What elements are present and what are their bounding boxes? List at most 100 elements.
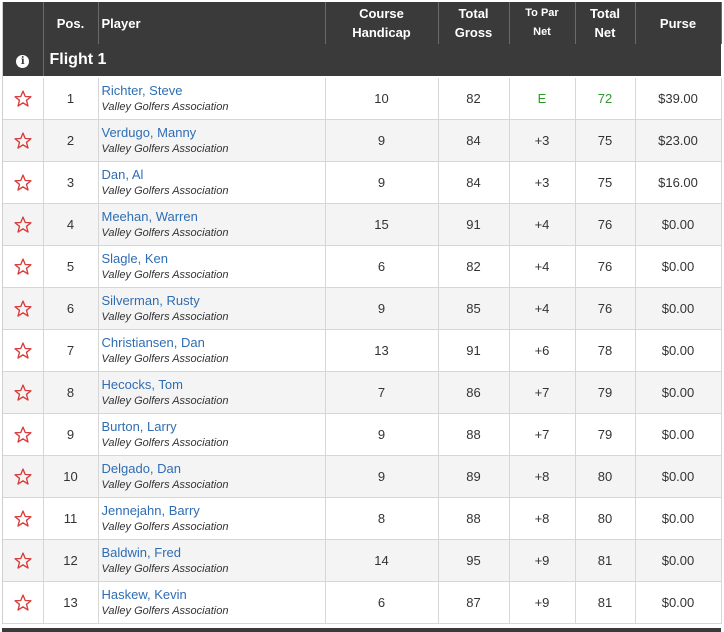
star-icon[interactable] [13, 89, 33, 109]
player-cell: Baldwin, Fred Valley Golfers Association [98, 539, 326, 582]
to-par-net-column-header[interactable]: To Par Net [509, 2, 576, 44]
total-gross-cell: 86 [438, 371, 510, 414]
total-net-column-header[interactable]: Total Net [575, 2, 636, 44]
player-name-link[interactable]: Baldwin, Fred [101, 544, 181, 560]
position-cell: 6 [43, 287, 99, 330]
header-line: Handicap [352, 25, 411, 40]
position-cell: 1 [43, 77, 99, 120]
total-gross-cell: 88 [438, 497, 510, 540]
info-icon[interactable]: i [16, 55, 30, 68]
table-footer-bar [2, 628, 721, 632]
player-name-link[interactable]: Haskew, Kevin [101, 586, 187, 602]
favorite-cell[interactable] [3, 161, 44, 204]
total-gross-cell: 91 [438, 329, 510, 372]
star-icon[interactable] [13, 593, 33, 613]
player-name-link[interactable]: Slagle, Ken [101, 250, 169, 266]
player-name-link[interactable]: Dan, Al [101, 166, 144, 182]
course-handicap-cell: 7 [325, 371, 439, 414]
to-par-net-cell: +7 [509, 413, 576, 456]
favorite-cell[interactable] [3, 203, 44, 246]
position-cell: 9 [43, 413, 99, 456]
pos-column-header[interactable]: Pos. [43, 2, 99, 44]
course-handicap-cell: 15 [325, 203, 439, 246]
course-handicap-cell: 8 [325, 497, 439, 540]
player-column-header[interactable]: Player [98, 2, 326, 44]
purse-column-header[interactable]: Purse [635, 2, 722, 44]
player-name-link[interactable]: Jennejahn, Barry [101, 502, 200, 518]
player-club: Valley Golfers Association [101, 520, 229, 533]
player-cell: Haskew, Kevin Valley Golfers Association [98, 581, 326, 624]
purse-cell: $0.00 [635, 329, 722, 372]
star-icon[interactable] [13, 341, 33, 361]
player-cell: Dan, Al Valley Golfers Association [98, 161, 326, 204]
star-icon[interactable] [13, 299, 33, 319]
star-icon[interactable] [13, 551, 33, 571]
purse-cell: $0.00 [635, 245, 722, 288]
to-par-net-cell: +9 [509, 581, 576, 624]
star-icon[interactable] [13, 131, 33, 151]
to-par-net-cell: +4 [509, 245, 576, 288]
player-name-link[interactable]: Delgado, Dan [101, 460, 182, 476]
table-row: 5 Slagle, Ken Valley Golfers Association… [3, 245, 722, 288]
star-icon[interactable] [13, 173, 33, 193]
purse-cell: $0.00 [635, 371, 722, 414]
player-name-link[interactable]: Verdugo, Manny [101, 124, 197, 140]
player-club: Valley Golfers Association [101, 478, 229, 491]
player-name-link[interactable]: Hecocks, Tom [101, 376, 183, 392]
star-icon[interactable] [13, 383, 33, 403]
player-cell: Christiansen, Dan Valley Golfers Associa… [98, 329, 326, 372]
total-gross-column-header[interactable]: Total Gross [438, 2, 510, 44]
purse-cell: $0.00 [635, 497, 722, 540]
favorite-cell[interactable] [3, 119, 44, 162]
player-club: Valley Golfers Association [101, 100, 229, 113]
total-net-cell: 76 [575, 203, 636, 246]
player-name-link[interactable]: Christiansen, Dan [101, 334, 205, 350]
header-line: Total [589, 6, 621, 21]
star-icon[interactable] [13, 509, 33, 529]
player-name-link[interactable]: Meehan, Warren [101, 208, 198, 224]
favorite-cell[interactable] [3, 497, 44, 540]
player-club: Valley Golfers Association [101, 562, 229, 575]
header-line: Gross [454, 25, 493, 40]
player-name-link[interactable]: Silverman, Rusty [101, 292, 200, 308]
favorite-cell[interactable] [3, 329, 44, 372]
favorite-cell[interactable] [3, 77, 44, 120]
table-row: 13 Haskew, Kevin Valley Golfers Associat… [3, 581, 722, 624]
table-row: 4 Meehan, Warren Valley Golfers Associat… [3, 203, 722, 246]
table-row: 3 Dan, Al Valley Golfers Association 9 8… [3, 161, 722, 204]
star-icon[interactable] [13, 425, 33, 445]
favorite-cell[interactable] [3, 371, 44, 414]
total-net-cell: 80 [575, 455, 636, 498]
favorite-cell[interactable] [3, 413, 44, 456]
favorite-cell[interactable] [3, 455, 44, 498]
total-net-cell: 79 [575, 371, 636, 414]
table-row: 8 Hecocks, Tom Valley Golfers Associatio… [3, 371, 722, 414]
star-icon[interactable] [13, 215, 33, 235]
position-cell: 13 [43, 581, 99, 624]
favorite-cell[interactable] [3, 287, 44, 330]
star-icon[interactable] [13, 467, 33, 487]
player-club: Valley Golfers Association [101, 226, 229, 239]
player-name-link[interactable]: Burton, Larry [101, 418, 177, 434]
to-par-net-cell: +3 [509, 119, 576, 162]
course-handicap-cell: 6 [325, 581, 439, 624]
favorite-cell[interactable] [3, 539, 44, 582]
total-net-cell: 75 [575, 119, 636, 162]
total-net-cell: 72 [575, 77, 636, 120]
favorite-cell[interactable] [3, 581, 44, 624]
purse-cell: $23.00 [635, 119, 722, 162]
total-net-cell: 79 [575, 413, 636, 456]
leaderboard: i Flight 1 Pos. Player Course Handicap T… [2, 2, 722, 624]
player-cell: Burton, Larry Valley Golfers Association [98, 413, 326, 456]
favorite-cell[interactable] [3, 245, 44, 288]
course-handicap-column-header[interactable]: Course Handicap [325, 2, 439, 44]
table-row: 11 Jennejahn, Barry Valley Golfers Assoc… [3, 497, 722, 540]
star-icon[interactable] [13, 257, 33, 277]
to-par-net-cell: +4 [509, 287, 576, 330]
player-club: Valley Golfers Association [101, 352, 229, 365]
info-button[interactable]: i [3, 44, 44, 78]
leaderboard-rows: 1 Richter, Steve Valley Golfers Associat… [3, 77, 722, 624]
position-cell: 10 [43, 455, 99, 498]
player-name-link[interactable]: Richter, Steve [101, 82, 183, 98]
player-cell: Slagle, Ken Valley Golfers Association [98, 245, 326, 288]
